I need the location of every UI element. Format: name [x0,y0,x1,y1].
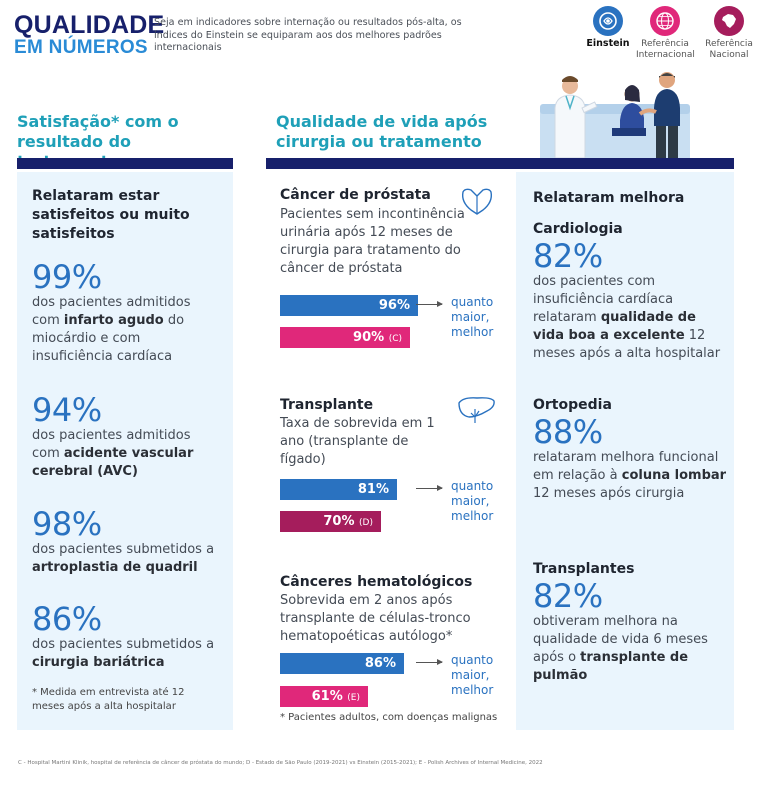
page-title: QUALIDADE [14,11,165,39]
brazil-map-icon [714,6,744,36]
bar-einstein: 86% [280,653,404,674]
quality-heading: Qualidade de vida após cirurgia ou trata… [276,112,488,151]
globe-icon [650,6,680,36]
improvement-item: Ortopedia 88% relataram melhora funciona… [533,396,729,503]
improvement-pct: 82% [533,577,603,615]
satisfaction-desc: dos pacientes admitidos com acidente vas… [32,428,194,479]
page-subtitle: EM NÚMEROS [14,37,148,58]
einstein-logo-icon [593,6,623,36]
better-label: quanto maior, melhor [451,653,494,697]
block-desc: Taxa de sobrevida em 1 ano (transplante … [280,416,435,467]
satisfaction-desc: dos pacientes submetidos a artroplastia … [32,542,215,575]
improvement-heading: Relataram melhora [533,190,685,206]
footer-sources: C - Hospital Martini Klinik, hospital de… [18,760,543,766]
improvement-title: Transplantes [533,561,635,577]
arrow-icon [416,485,443,491]
bar-einstein: 96% [280,295,418,316]
block-desc: Sobrevida em 2 anos após transplante de … [280,593,471,644]
satisfaction-pct: 94% [32,391,102,429]
legend-label: Referência Nacional [705,39,753,60]
bar-reference: 90% (C) [280,327,410,348]
improvement-item: Transplantes 82% obtiveram melhora na qu… [533,560,729,685]
legend-label: Referência Internacional [636,39,695,60]
satisfaction-item: 86% dos pacientes submetidos a cirurgia … [32,602,222,672]
intro-text: Seja em indicadores sobre internação ou … [154,17,462,53]
section-divider [266,158,734,169]
legend-national: Referência Nacional [700,6,758,60]
improvement-pct: 88% [533,413,603,451]
arrow-icon [416,659,443,665]
improvement-desc: obtiveram melhora na qualidade de vida 6… [533,614,708,683]
satisfaction-pct: 86% [32,600,102,638]
better-label: quanto maior, melhor [451,479,494,523]
block-title: Transplante [280,397,374,413]
block-desc: Pacientes sem incontinência urinária apó… [280,207,465,276]
improvement-desc: relataram melhora funcional em relação à… [533,450,727,501]
satisfaction-item: 98% dos pacientes submetidos a artroplas… [32,507,222,577]
satisfaction-subhead: Relataram estar satisfeitos ou muito sat… [32,188,190,242]
arrow-icon [416,301,443,307]
legend-international: Referência Internacional [636,6,695,60]
clinic-illustration [540,72,690,158]
legend-einstein: Einstein [583,6,633,50]
satisfaction-desc: dos pacientes admitidos com infarto agud… [32,295,191,364]
satisfaction-item: 94% dos pacientes admitidos com acidente… [32,393,222,481]
satisfaction-item: 99% dos pacientes admitidos com infarto … [32,260,222,366]
satisfaction-panel [17,172,233,730]
liver-icon [458,397,495,423]
bar-reference: 70% (D) [280,511,381,532]
improvement-title: Cardiologia [533,221,623,237]
improvement-pct: 82% [533,237,603,275]
prostate-icon [461,188,493,215]
satisfaction-pct: 98% [32,505,102,543]
satisfaction-desc: dos pacientes submetidos a cirurgia bari… [32,637,215,670]
better-label: quanto maior, melhor [451,295,494,339]
legend-label: Einstein [586,38,630,49]
improvement-item: Cardiologia 82% dos pacientes com insufi… [533,220,729,363]
block-title: Cânceres hematológicos [280,574,473,590]
bar-reference: 61% (E) [280,686,368,707]
improvement-title: Ortopedia [533,397,612,413]
improvement-panel [516,172,734,730]
section-divider [17,158,233,169]
satisfaction-footnote: * Medida em entrevista até 12 meses após… [32,687,185,712]
quality-footnote: * Pacientes adultos, com doenças maligna… [280,712,498,723]
improvement-desc: dos pacientes com insuficiência cardíaca… [533,274,721,361]
bar-einstein: 81% [280,479,397,500]
satisfaction-pct: 99% [32,258,102,296]
block-title: Câncer de próstata [280,187,431,203]
